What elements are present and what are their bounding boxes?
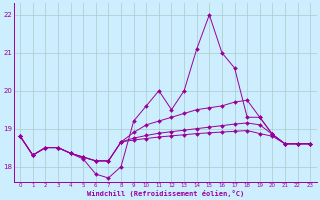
X-axis label: Windchill (Refroidissement éolien,°C): Windchill (Refroidissement éolien,°C) <box>87 190 244 197</box>
